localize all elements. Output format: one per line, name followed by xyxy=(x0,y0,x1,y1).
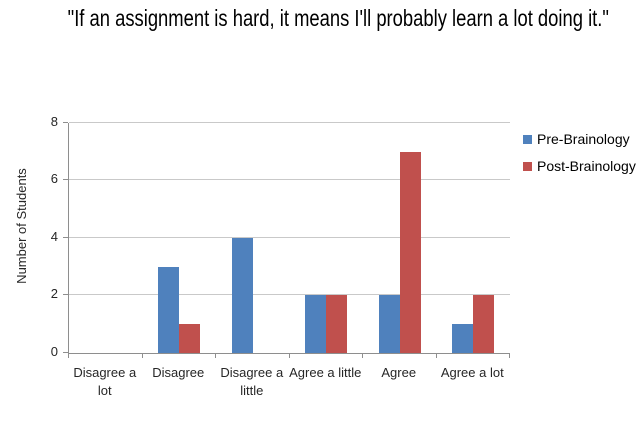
bar-pre-brainology-3 xyxy=(231,238,253,353)
x-label-2: Disagree xyxy=(152,365,205,380)
legend: Pre-Brainology Post-Brainology xyxy=(523,129,636,183)
chart-title-text: "If an assignment is hard, it means I'll… xyxy=(67,5,609,31)
x-label-1: Disagree a lot xyxy=(73,365,137,398)
bar-pre-brainology-6 xyxy=(452,324,474,353)
bar-post-brainology-4 xyxy=(326,295,348,353)
y-tick-2 xyxy=(63,294,68,295)
x-tick-3 xyxy=(289,354,290,358)
gridline-8 xyxy=(69,122,510,123)
y-tick-label-2: 2 xyxy=(50,286,58,301)
legend-label: Pre-Brainology xyxy=(537,131,630,147)
gridline-6 xyxy=(69,179,510,180)
legend-swatch-icon xyxy=(523,161,532,171)
gridline-4 xyxy=(69,237,510,238)
x-label-5: Agree xyxy=(381,365,417,380)
x-label-3: Disagree a little xyxy=(220,365,284,398)
chart-title: "If an assignment is hard, it means I'll… xyxy=(0,5,640,32)
bar-pre-brainology-5 xyxy=(378,295,400,353)
x-tick-5 xyxy=(436,354,437,358)
x-label-4: Agree a little xyxy=(289,365,362,380)
bar-pre-brainology-2 xyxy=(158,267,180,353)
bar-post-brainology-5 xyxy=(399,152,421,353)
legend-swatch-icon xyxy=(523,134,532,144)
x-tick-4 xyxy=(362,354,363,358)
bar-post-brainology-6 xyxy=(473,295,495,353)
x-tick-1 xyxy=(142,354,143,358)
legend-item-pre-brainology: Pre-Brainology xyxy=(523,129,636,149)
x-tick-2 xyxy=(215,354,216,358)
bar-pre-brainology-4 xyxy=(305,295,327,353)
legend-item-post-brainology: Post-Brainology xyxy=(523,156,636,176)
y-tick-label-4: 4 xyxy=(50,229,58,244)
x-label-6: Agree a lot xyxy=(440,365,504,380)
y-tick-6 xyxy=(63,179,68,180)
y-tick-8 xyxy=(63,122,68,123)
y-tick-label-6: 6 xyxy=(50,171,58,186)
x-tick-6 xyxy=(509,354,510,358)
x-tick-0 xyxy=(68,354,69,358)
y-tick-label-0: 0 xyxy=(50,344,58,359)
y-tick-label-8: 8 xyxy=(50,114,58,129)
y-tick-4 xyxy=(63,237,68,238)
bar-post-brainology-2 xyxy=(179,324,201,353)
gridline-2 xyxy=(69,294,510,295)
y-tick-0 xyxy=(63,352,68,353)
legend-label: Post-Brainology xyxy=(537,158,636,174)
plot-area xyxy=(68,122,510,354)
y-axis-title: Number of Students xyxy=(14,168,29,284)
